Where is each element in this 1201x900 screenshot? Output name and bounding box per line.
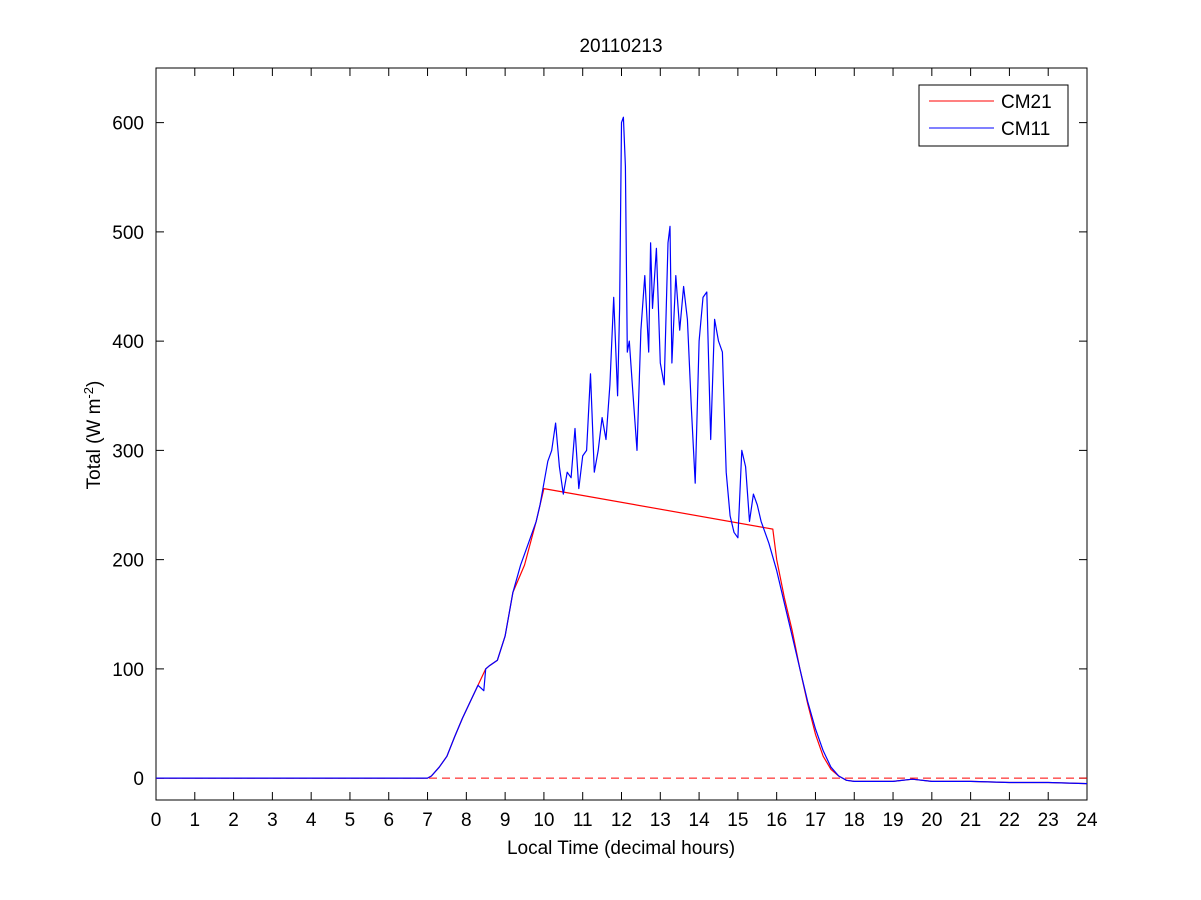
y-tick-label-200: 200 [112,551,144,572]
x-tick-label-14: 14 [689,810,711,831]
x-tick-label-23: 23 [1038,810,1059,831]
x-tick-label-2: 2 [228,810,239,831]
x-tick-label-6: 6 [383,810,394,831]
x-tick-label-10: 10 [533,810,554,831]
chart-title: 20110213 [579,36,662,57]
x-tick-label-19: 19 [882,810,903,831]
x-tick-label-9: 9 [500,810,511,831]
y-tick-label-600: 600 [112,114,144,135]
x-tick-label-3: 3 [267,810,278,831]
tick-labels: 0 1 2 3 4 5 6 7 8 9 10 11 12 13 14 15 16 17 18 19 20 21 22 23 24… [112,114,1098,831]
x-tick-label-17: 17 [805,810,826,831]
x-axis-label: Local Time (decimal hours) [507,838,735,859]
x-tick-label-12: 12 [611,810,632,831]
legend-box [918,84,1069,147]
legend-label-cm21: CM21 [1001,92,1052,113]
axis-ticks [155,68,1088,800]
x-tick-label-0: 0 [151,810,162,831]
x-tick-label-4: 4 [306,810,317,831]
y-tick-label-0: 0 [133,769,144,790]
plot-area: 0 1 2 3 4 5 6 7 8 9 10 11 12 13 14 15 16 17 18 19 20 21 22 23 24… [112,67,1098,831]
x-tick-label-1: 1 [190,810,201,831]
y-tick-label-100: 100 [112,660,144,681]
y-axis-label: Total (W m-2) [81,381,105,490]
x-tick-label-21: 21 [960,810,981,831]
x-tick-label-13: 13 [650,810,671,831]
x-tick-label-18: 18 [844,810,865,831]
x-tick-label-16: 16 [766,810,787,831]
x-tick-label-20: 20 [921,810,942,831]
x-tick-label-8: 8 [461,810,472,831]
x-tick-label-22: 22 [999,810,1020,831]
legend: CM21 CM11 [918,84,1069,147]
y-axis-label-main: Total (W m [84,399,105,490]
legend-label-cm11: CM11 [1001,119,1050,140]
x-tick-label-11: 11 [573,810,593,831]
series-line-cm11 [156,116,1088,785]
y-axis-label-suffix: ) [84,381,105,387]
y-tick-label-500: 500 [112,223,144,244]
x-tick-label-24: 24 [1076,810,1098,831]
x-tick-label-7: 7 [422,810,433,831]
x-tick-label-15: 15 [727,810,748,831]
plot-frame [155,67,1088,801]
x-tick-label-5: 5 [345,810,356,831]
y-axis-label-superscript: -2 [81,387,96,399]
y-tick-label-400: 400 [112,332,144,353]
series-lines [156,116,1088,785]
y-tick-label-300: 300 [112,441,144,462]
